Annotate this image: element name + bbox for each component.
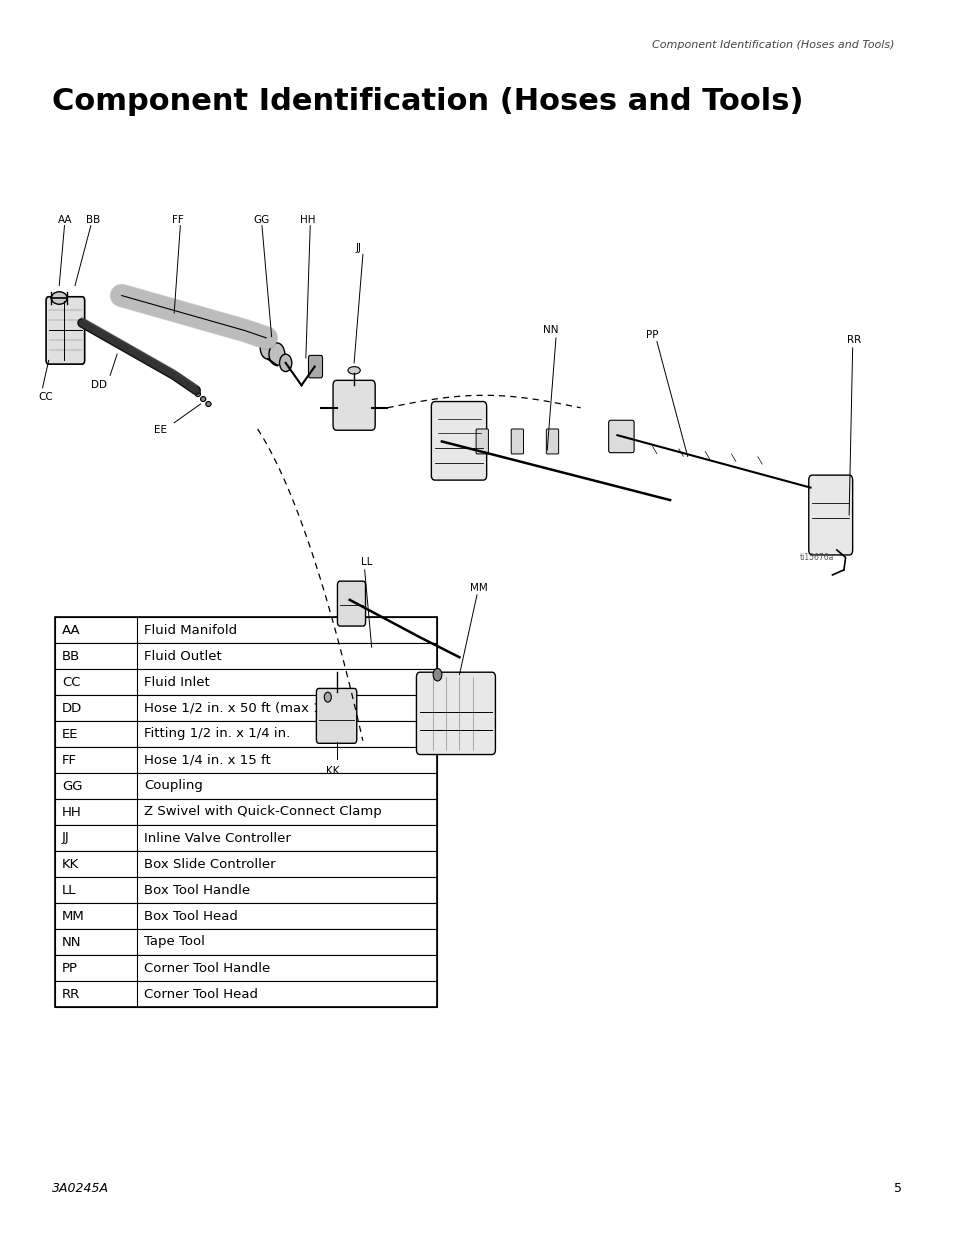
FancyBboxPatch shape <box>476 429 488 454</box>
Bar <box>55 981 436 1007</box>
Bar <box>55 903 436 929</box>
Circle shape <box>269 343 285 366</box>
Text: FF: FF <box>172 215 183 225</box>
Text: 3A0245A: 3A0245A <box>52 1182 109 1195</box>
Text: JJ: JJ <box>62 831 70 845</box>
Text: AA: AA <box>62 624 81 636</box>
Bar <box>55 929 436 955</box>
Bar <box>55 773 436 799</box>
Bar <box>55 721 436 747</box>
Text: HH: HH <box>299 215 314 225</box>
Circle shape <box>324 692 331 703</box>
Text: Fluid Inlet: Fluid Inlet <box>144 676 210 688</box>
Text: KK: KK <box>62 857 79 871</box>
Text: HH: HH <box>62 805 82 819</box>
FancyBboxPatch shape <box>416 672 495 755</box>
Text: AA: AA <box>57 215 71 225</box>
Text: CC: CC <box>62 676 80 688</box>
Ellipse shape <box>200 396 206 401</box>
Text: DD: DD <box>62 701 82 715</box>
FancyBboxPatch shape <box>608 420 634 453</box>
Text: NN: NN <box>62 935 81 948</box>
Text: BB: BB <box>62 650 80 662</box>
Ellipse shape <box>348 367 360 374</box>
Ellipse shape <box>51 291 67 304</box>
Text: KK: KK <box>326 767 339 777</box>
FancyBboxPatch shape <box>546 429 558 454</box>
Text: 5: 5 <box>893 1182 901 1195</box>
Text: EE: EE <box>62 727 78 741</box>
Bar <box>55 851 436 877</box>
Text: Fitting 1/2 in. x 1/4 in.: Fitting 1/2 in. x 1/4 in. <box>144 727 290 741</box>
Text: MM: MM <box>470 583 487 593</box>
Bar <box>55 695 436 721</box>
Text: ti15676a: ti15676a <box>800 553 834 562</box>
Ellipse shape <box>263 331 269 346</box>
Text: RR: RR <box>846 335 861 345</box>
Text: Corner Tool Handle: Corner Tool Handle <box>144 962 270 974</box>
FancyBboxPatch shape <box>808 475 852 555</box>
Text: Coupling: Coupling <box>144 779 203 793</box>
Bar <box>55 877 436 903</box>
Text: PP: PP <box>645 330 658 340</box>
Circle shape <box>433 668 441 680</box>
Bar <box>55 799 436 825</box>
Text: Component Identification (Hoses and Tools): Component Identification (Hoses and Tool… <box>652 40 894 49</box>
Text: LL: LL <box>361 557 373 567</box>
Bar <box>55 955 436 981</box>
Bar <box>55 643 436 669</box>
Text: FF: FF <box>62 753 77 767</box>
Text: GG: GG <box>253 215 269 225</box>
Text: Fluid Outlet: Fluid Outlet <box>144 650 221 662</box>
Text: MM: MM <box>62 909 85 923</box>
Text: Box Tool Handle: Box Tool Handle <box>144 883 250 897</box>
Text: LL: LL <box>62 883 76 897</box>
Text: EE: EE <box>153 425 167 435</box>
Text: Inline Valve Controller: Inline Valve Controller <box>144 831 291 845</box>
Text: GG: GG <box>62 779 82 793</box>
Text: CC: CC <box>38 393 52 403</box>
FancyBboxPatch shape <box>511 429 523 454</box>
Ellipse shape <box>119 288 124 303</box>
Bar <box>55 825 436 851</box>
Ellipse shape <box>206 401 211 406</box>
Bar <box>55 618 436 643</box>
Text: JJ: JJ <box>355 242 361 253</box>
Text: RR: RR <box>62 988 80 1000</box>
Bar <box>55 618 436 1007</box>
FancyBboxPatch shape <box>46 296 85 364</box>
Text: BB: BB <box>87 215 101 225</box>
Text: Hose 1/2 in. x 50 ft (max 150 ft): Hose 1/2 in. x 50 ft (max 150 ft) <box>144 701 357 715</box>
Text: Tape Tool: Tape Tool <box>144 935 205 948</box>
Text: Box Slide Controller: Box Slide Controller <box>144 857 275 871</box>
FancyBboxPatch shape <box>431 401 486 480</box>
Text: Box Tool Head: Box Tool Head <box>144 909 237 923</box>
Text: Corner Tool Head: Corner Tool Head <box>144 988 257 1000</box>
Ellipse shape <box>195 391 200 396</box>
FancyBboxPatch shape <box>333 380 375 430</box>
Text: Z Swivel with Quick-Connect Clamp: Z Swivel with Quick-Connect Clamp <box>144 805 381 819</box>
FancyBboxPatch shape <box>316 688 356 743</box>
Bar <box>55 669 436 695</box>
Text: NN: NN <box>542 325 558 335</box>
Circle shape <box>260 337 275 359</box>
Bar <box>55 747 436 773</box>
Circle shape <box>279 354 292 372</box>
Text: Fluid Manifold: Fluid Manifold <box>144 624 237 636</box>
Text: PP: PP <box>62 962 78 974</box>
Text: Hose 1/4 in. x 15 ft: Hose 1/4 in. x 15 ft <box>144 753 271 767</box>
FancyBboxPatch shape <box>337 582 365 626</box>
FancyBboxPatch shape <box>308 356 322 378</box>
Text: DD: DD <box>91 380 107 390</box>
Text: Component Identification (Hoses and Tools): Component Identification (Hoses and Tool… <box>52 86 802 116</box>
